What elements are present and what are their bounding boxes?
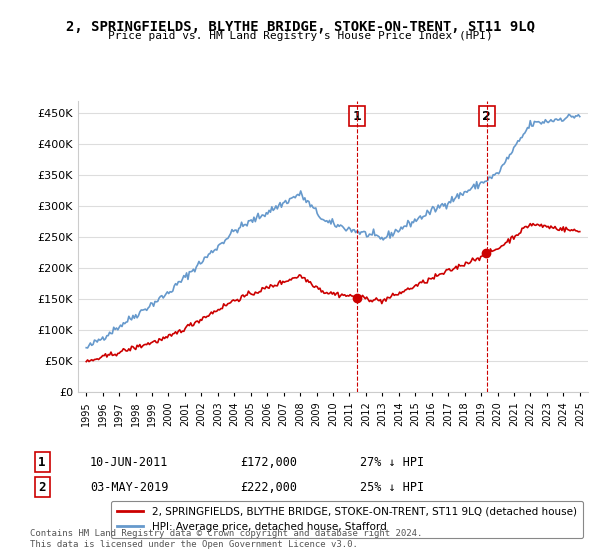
Text: £222,000: £222,000 — [240, 480, 297, 494]
Text: 03-MAY-2019: 03-MAY-2019 — [90, 480, 169, 494]
Text: 2, SPRINGFIELDS, BLYTHE BRIDGE, STOKE-ON-TRENT, ST11 9LQ: 2, SPRINGFIELDS, BLYTHE BRIDGE, STOKE-ON… — [65, 20, 535, 34]
Text: 1: 1 — [38, 455, 46, 469]
Text: 27% ↓ HPI: 27% ↓ HPI — [360, 455, 424, 469]
Text: 2: 2 — [482, 110, 491, 123]
Text: 2: 2 — [38, 480, 46, 494]
Text: 10-JUN-2011: 10-JUN-2011 — [90, 455, 169, 469]
Text: £172,000: £172,000 — [240, 455, 297, 469]
Text: 25% ↓ HPI: 25% ↓ HPI — [360, 480, 424, 494]
Legend: 2, SPRINGFIELDS, BLYTHE BRIDGE, STOKE-ON-TRENT, ST11 9LQ (detached house), HPI: : 2, SPRINGFIELDS, BLYTHE BRIDGE, STOKE-ON… — [111, 501, 583, 538]
Text: 1: 1 — [352, 110, 361, 123]
Text: Contains HM Land Registry data © Crown copyright and database right 2024.
This d: Contains HM Land Registry data © Crown c… — [30, 529, 422, 549]
Text: Price paid vs. HM Land Registry's House Price Index (HPI): Price paid vs. HM Land Registry's House … — [107, 31, 493, 41]
